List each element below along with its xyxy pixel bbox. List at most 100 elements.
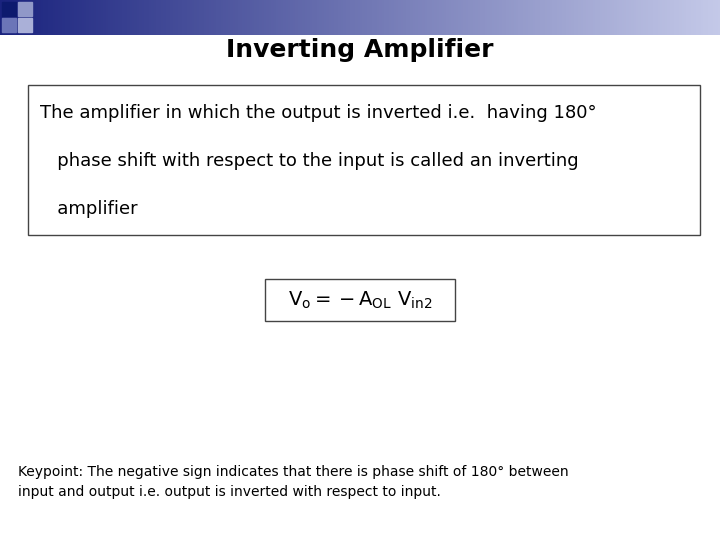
Bar — [175, 0, 178, 35]
Bar — [235, 0, 238, 35]
Bar — [466, 0, 468, 35]
Bar — [166, 0, 168, 35]
Bar — [307, 0, 310, 35]
Bar — [513, 0, 516, 35]
Bar — [391, 0, 394, 35]
Bar — [612, 0, 614, 35]
Bar — [189, 0, 192, 35]
Bar — [2, 0, 5, 35]
Bar — [67, 0, 70, 35]
Bar — [367, 0, 369, 35]
Bar — [233, 0, 235, 35]
Bar — [353, 0, 355, 35]
Bar — [427, 0, 430, 35]
Bar — [711, 0, 713, 35]
Bar — [413, 0, 415, 35]
Bar — [463, 0, 466, 35]
Bar — [449, 0, 451, 35]
Bar — [115, 0, 117, 35]
Bar — [106, 0, 108, 35]
Bar — [679, 0, 682, 35]
Bar — [713, 0, 715, 35]
Bar — [605, 0, 607, 35]
Bar — [672, 0, 675, 35]
Bar — [18, 18, 32, 32]
Bar — [398, 0, 401, 35]
Bar — [567, 0, 569, 35]
Bar — [684, 0, 686, 35]
Bar — [254, 0, 257, 35]
Bar — [379, 0, 382, 35]
Bar — [562, 0, 564, 35]
Bar — [374, 0, 377, 35]
Bar — [300, 0, 302, 35]
Bar — [228, 0, 230, 35]
Bar — [58, 0, 60, 35]
Bar — [209, 0, 211, 35]
Bar — [588, 0, 590, 35]
Bar — [135, 0, 137, 35]
Bar — [362, 0, 365, 35]
Bar — [439, 0, 441, 35]
Bar — [372, 0, 374, 35]
Bar — [302, 0, 305, 35]
Bar — [365, 0, 367, 35]
Bar — [72, 0, 74, 35]
Bar — [24, 0, 27, 35]
Bar — [617, 0, 619, 35]
Bar — [247, 0, 250, 35]
Bar — [199, 0, 202, 35]
Bar — [192, 0, 194, 35]
Bar — [161, 0, 163, 35]
Text: input and output i.e. output is inverted with respect to input.: input and output i.e. output is inverted… — [18, 485, 441, 499]
Bar — [643, 0, 646, 35]
Bar — [238, 0, 240, 35]
Bar — [324, 0, 326, 35]
Bar — [86, 0, 89, 35]
Bar — [207, 0, 209, 35]
Bar — [528, 0, 531, 35]
Text: Keypoint: The negative sign indicates that there is phase shift of 180° between: Keypoint: The negative sign indicates th… — [18, 465, 569, 479]
Bar — [482, 0, 485, 35]
Bar — [266, 0, 269, 35]
Bar — [211, 0, 214, 35]
Bar — [99, 0, 101, 35]
Bar — [245, 0, 247, 35]
Bar — [91, 0, 94, 35]
Bar — [420, 0, 423, 35]
Bar — [675, 0, 677, 35]
Bar — [221, 0, 223, 35]
Bar — [295, 0, 297, 35]
Bar — [394, 0, 396, 35]
Bar — [322, 0, 324, 35]
Bar — [581, 0, 583, 35]
Bar — [521, 0, 523, 35]
Bar — [202, 0, 204, 35]
Bar — [554, 0, 557, 35]
Bar — [701, 0, 703, 35]
Bar — [549, 0, 552, 35]
Bar — [444, 0, 446, 35]
Bar — [432, 0, 434, 35]
Bar — [499, 0, 502, 35]
Bar — [194, 0, 197, 35]
Bar — [163, 0, 166, 35]
Bar — [14, 0, 17, 35]
Bar — [293, 0, 295, 35]
Bar — [531, 0, 533, 35]
Bar — [682, 0, 684, 35]
Bar — [583, 0, 585, 35]
Bar — [358, 0, 360, 35]
Bar — [585, 0, 588, 35]
Bar — [470, 0, 473, 35]
Bar — [451, 0, 454, 35]
Bar — [2, 2, 16, 16]
Bar — [689, 0, 691, 35]
Bar — [454, 0, 456, 35]
Bar — [346, 0, 348, 35]
Bar — [45, 0, 48, 35]
Bar — [348, 0, 351, 35]
Bar — [218, 0, 221, 35]
Bar — [336, 0, 338, 35]
Bar — [715, 0, 718, 35]
